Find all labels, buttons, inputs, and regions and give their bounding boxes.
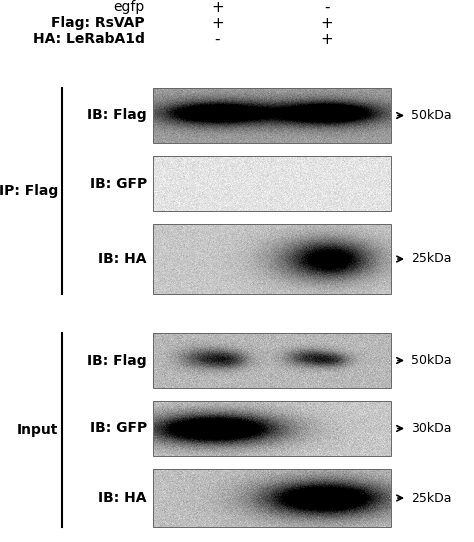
Text: +: + xyxy=(211,16,224,30)
Text: Input: Input xyxy=(17,423,58,437)
Text: HA: LeRabA1d: HA: LeRabA1d xyxy=(33,32,145,46)
Bar xyxy=(153,401,391,456)
Bar xyxy=(153,469,391,527)
Text: Flag: RsVAP: Flag: RsVAP xyxy=(51,16,145,30)
Text: 50kDa: 50kDa xyxy=(411,109,452,122)
Text: egfp: egfp xyxy=(114,0,145,14)
Text: +: + xyxy=(211,0,224,15)
Text: 30kDa: 30kDa xyxy=(411,422,452,435)
Text: IB: Flag: IB: Flag xyxy=(87,108,147,122)
Bar xyxy=(153,88,391,143)
Text: IB: GFP: IB: GFP xyxy=(90,177,147,190)
Text: 25kDa: 25kDa xyxy=(411,492,452,505)
Text: IP: Flag: IP: Flag xyxy=(0,184,58,198)
Text: IB: GFP: IB: GFP xyxy=(90,422,147,436)
Text: +: + xyxy=(320,16,333,30)
Bar xyxy=(153,156,391,211)
Text: -: - xyxy=(215,31,220,47)
Text: 25kDa: 25kDa xyxy=(411,253,452,266)
Bar xyxy=(153,333,391,388)
Bar xyxy=(153,224,391,294)
Text: IB: Flag: IB: Flag xyxy=(87,353,147,367)
Text: IB: HA: IB: HA xyxy=(99,491,147,505)
Text: -: - xyxy=(324,0,329,15)
Text: +: + xyxy=(320,31,333,47)
Text: IB: HA: IB: HA xyxy=(99,252,147,266)
Text: 50kDa: 50kDa xyxy=(411,354,452,367)
